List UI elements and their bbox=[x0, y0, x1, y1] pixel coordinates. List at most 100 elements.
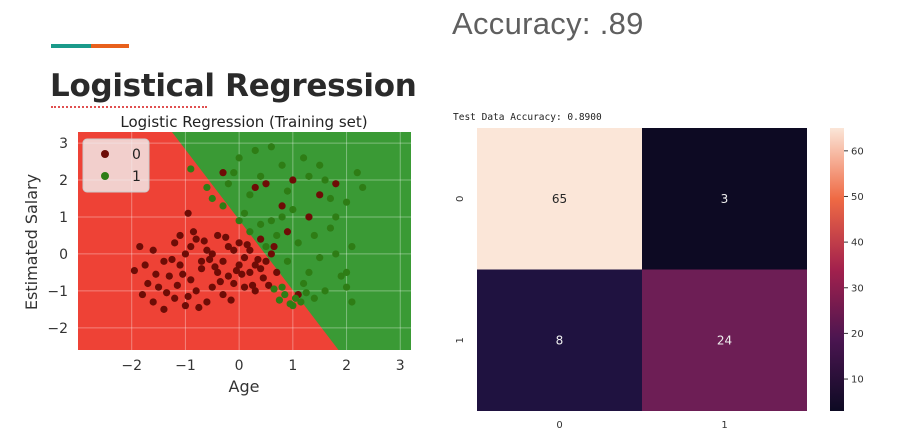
x-tick-label: −1 bbox=[175, 358, 196, 374]
legend-box bbox=[82, 138, 150, 193]
scatter-point-class-1 bbox=[305, 268, 313, 277]
scatter-point-class-1 bbox=[187, 165, 195, 173]
x-tick-labels: −2 −1 0 1 2 3 bbox=[121, 358, 404, 374]
legend-marker-0 bbox=[101, 150, 109, 158]
scatter-point-class-1 bbox=[270, 285, 278, 293]
heatmap-title: Test Data Accuracy: 0.8900 bbox=[453, 112, 602, 123]
scatter-point-class-0 bbox=[149, 246, 157, 254]
scatter-point-class-0 bbox=[246, 268, 254, 277]
heatmap-y-tick: 0 bbox=[455, 196, 466, 202]
spellcheck-underline bbox=[51, 106, 207, 108]
scatter-point-class-0 bbox=[181, 250, 190, 258]
heatmap-x-tick: 1 bbox=[721, 420, 727, 431]
scatter-point-class-0 bbox=[232, 266, 241, 275]
scatter-point-class-0 bbox=[227, 296, 235, 304]
scatter-point-class-1 bbox=[257, 172, 265, 180]
scatter-point-class-0 bbox=[219, 257, 227, 265]
scatter-point-class-1 bbox=[278, 283, 286, 291]
scatter-point-class-0 bbox=[254, 255, 262, 264]
y-axis-label: Estimated Salary bbox=[22, 174, 41, 310]
heatmap-x-tick: 0 bbox=[556, 420, 562, 431]
scatter-point-class-1 bbox=[278, 213, 286, 221]
scatter-point-class-0 bbox=[259, 274, 267, 282]
scatter-point-class-0 bbox=[219, 169, 227, 177]
scatter-point-class-0 bbox=[208, 250, 216, 258]
scatter-point-class-0 bbox=[246, 246, 254, 254]
scatter-point-class-0 bbox=[187, 242, 195, 251]
scatter-point-class-0 bbox=[149, 298, 157, 306]
y-tick-label: 0 bbox=[59, 247, 68, 263]
x-tick-label: 3 bbox=[396, 358, 405, 374]
scatter-point-class-0 bbox=[176, 261, 184, 269]
scatter-point-class-0 bbox=[181, 302, 190, 310]
scatter-point-class-0 bbox=[195, 303, 203, 312]
colorbar-ticks: 10 20 30 40 50 60 bbox=[844, 146, 864, 386]
scatter-title: Logistic Regression (Training set) bbox=[120, 113, 367, 131]
scatter-point-class-0 bbox=[144, 279, 152, 288]
scatter-point-class-1 bbox=[251, 146, 259, 155]
scatter-point-class-0 bbox=[283, 228, 292, 236]
scatter-point-class-0 bbox=[262, 257, 270, 265]
heatmap-cell bbox=[642, 269, 807, 411]
colorbar-tick-label: 40 bbox=[851, 238, 864, 249]
scatter-point-class-0 bbox=[238, 270, 246, 278]
scatter-point-class-1 bbox=[257, 220, 265, 228]
x-tick-label: 1 bbox=[288, 358, 297, 374]
scatter-point-class-1 bbox=[283, 187, 292, 195]
x-tick-label: 2 bbox=[342, 358, 351, 374]
scatter-point-class-1 bbox=[310, 231, 318, 240]
scatter-point-class-0 bbox=[179, 270, 187, 278]
colorbar-tick-label: 20 bbox=[851, 329, 864, 340]
legend-label-1: 1 bbox=[132, 169, 141, 185]
scatter-point-class-0 bbox=[203, 298, 211, 306]
heatmap-cell-value: 24 bbox=[717, 333, 732, 347]
scatter-point-class-0 bbox=[243, 241, 251, 249]
scatter-point-class-1 bbox=[342, 198, 351, 206]
scatter-point-class-0 bbox=[251, 287, 259, 295]
scatter-point-class-0 bbox=[224, 272, 232, 280]
y-tick-label: −1 bbox=[47, 284, 68, 300]
x-axis-label: Age bbox=[229, 377, 260, 396]
scatter-point-class-0 bbox=[332, 180, 340, 188]
scatter-point-class-0 bbox=[251, 183, 259, 192]
scatter-point-class-0 bbox=[248, 281, 257, 289]
scatter-point-class-0 bbox=[211, 263, 219, 271]
scatter-point-class-1 bbox=[316, 161, 324, 169]
scatter-point-class-1 bbox=[302, 289, 310, 297]
scatter-point-class-1 bbox=[273, 231, 281, 240]
scatter-point-class-0 bbox=[214, 268, 222, 277]
scatter-point-class-0 bbox=[289, 176, 297, 184]
legend: 0 1 bbox=[82, 138, 150, 193]
scatter-point-class-0 bbox=[130, 266, 138, 275]
colorbar-tick-label: 60 bbox=[851, 146, 864, 157]
scatter-point-class-0 bbox=[165, 272, 173, 280]
scatter-point-class-0 bbox=[208, 283, 216, 291]
scatter-point-class-1 bbox=[297, 298, 305, 306]
heatmap-cell-value: 65 bbox=[552, 192, 567, 206]
scatter-point-class-1 bbox=[291, 294, 300, 302]
scatter-point-class-1 bbox=[246, 228, 254, 236]
scatter-point-class-1 bbox=[332, 250, 340, 258]
scatter-point-class-1 bbox=[353, 169, 361, 177]
scatter-point-class-0 bbox=[278, 202, 286, 210]
scatter-point-class-0 bbox=[219, 290, 227, 299]
scatter-point-class-0 bbox=[200, 237, 208, 245]
scatter-point-class-0 bbox=[251, 261, 259, 269]
scatter-point-class-0 bbox=[138, 290, 147, 299]
scatter-point-class-0 bbox=[189, 228, 198, 236]
scatter-point-class-1 bbox=[283, 257, 292, 265]
scatter-point-class-1 bbox=[294, 239, 302, 247]
scatter-point-class-1 bbox=[203, 183, 211, 192]
x-tick-label: 0 bbox=[235, 358, 244, 374]
scatter-point-class-0 bbox=[257, 235, 265, 243]
scatter-point-class-1 bbox=[299, 279, 308, 288]
scatter-point-class-1 bbox=[278, 161, 286, 169]
scatter-point-class-1 bbox=[224, 180, 232, 188]
y-tick-label: 1 bbox=[59, 210, 68, 226]
scatter-point-class-0 bbox=[230, 279, 238, 288]
scatter-point-class-1 bbox=[289, 205, 297, 214]
scatter-point-class-0 bbox=[171, 239, 179, 247]
accent-bar-orange bbox=[91, 44, 129, 48]
scatter-point-class-1 bbox=[230, 169, 238, 177]
